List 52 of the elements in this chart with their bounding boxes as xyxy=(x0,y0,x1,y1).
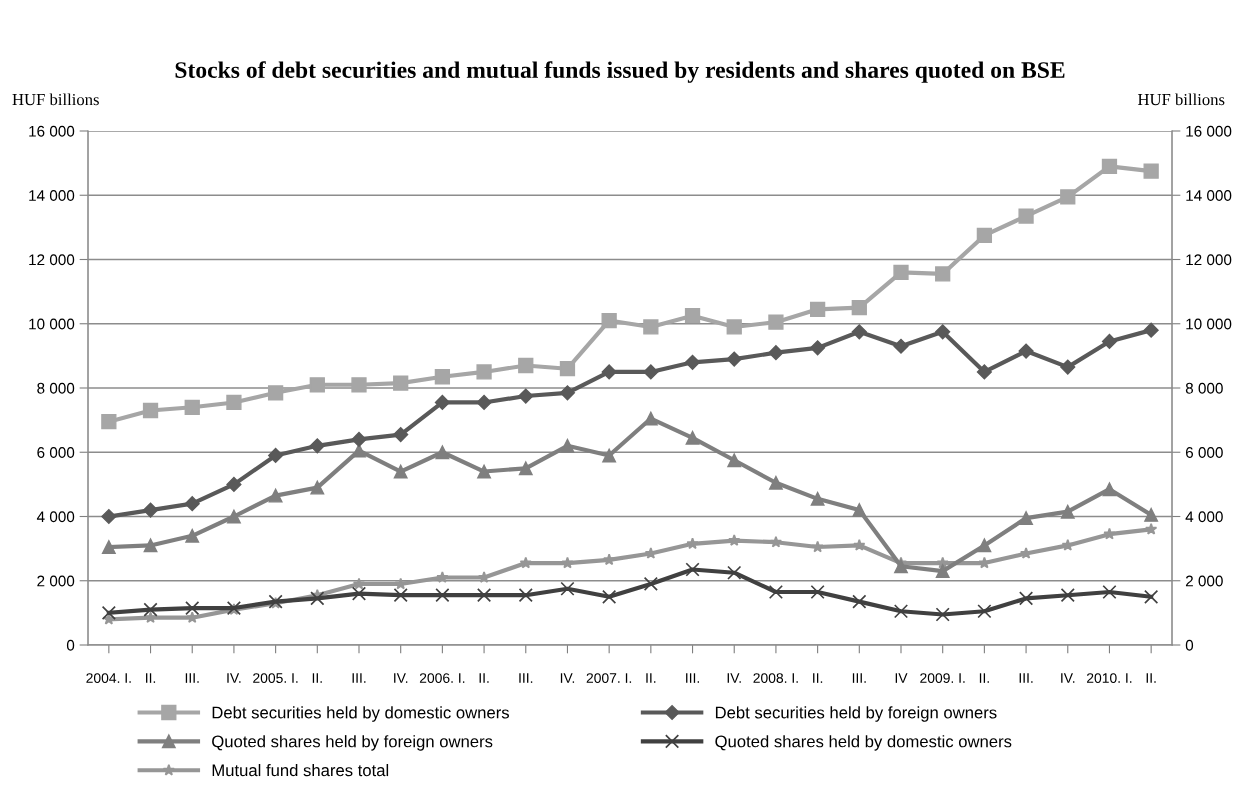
y2-tick-label: 10 000 xyxy=(1186,318,1232,330)
y-tick-label: 6 000 xyxy=(37,447,75,458)
y-tick-label: 10 000 xyxy=(29,318,75,330)
y2-tick-label: 4 000 xyxy=(1185,511,1223,523)
y2-tick-label: 14 000 xyxy=(1186,190,1232,201)
y2-tick-label: 2 000 xyxy=(1185,575,1223,587)
y-tick-label: 12 000 xyxy=(29,254,75,266)
x-tick-label: IV xyxy=(895,673,908,683)
x-tick-label: III. xyxy=(185,673,199,683)
x-tick-label: 2004. I. xyxy=(86,673,131,683)
legend-label: Debt securities held by domestic owners xyxy=(212,706,509,722)
y-tick-label: 14 000 xyxy=(29,190,75,201)
y2-axis-title: HUF billions xyxy=(1137,93,1225,106)
x-tick-label: 2007. I. xyxy=(586,673,632,683)
y2-tick-label: 16 000 xyxy=(1186,125,1232,137)
y-tick-label: 0 xyxy=(66,639,75,651)
x-tick-label: III. xyxy=(852,673,866,683)
x-tick-label: IV. xyxy=(394,673,408,683)
y-tick-label: 8 000 xyxy=(37,382,75,394)
x-tick-label: 2010. I. xyxy=(1087,673,1132,683)
y-axis-title: HUF billions xyxy=(12,93,99,106)
x-tick-label: II. xyxy=(813,673,823,683)
y2-tick-label: 6 000 xyxy=(1185,447,1223,458)
x-tick-label: IV. xyxy=(560,673,575,683)
x-tick-label: III. xyxy=(686,673,699,683)
y2-tick-label: 0 xyxy=(1185,639,1194,651)
x-tick-label: III. xyxy=(519,673,533,683)
legend-label: Mutual fund shares total xyxy=(212,764,389,777)
x-tick-label: II. xyxy=(979,673,989,683)
x-tick-label: 2006. I. xyxy=(419,673,465,683)
x-tick-label: II. xyxy=(646,673,656,683)
legend-label: Quoted shares held by domestic owners xyxy=(715,735,1012,751)
x-tick-label: III. xyxy=(352,673,366,683)
x-tick-label: 2005. I. xyxy=(253,673,298,683)
chart-title: Stocks of debt securities and mutual funds issued by residents and shares quoted on BSE xyxy=(175,61,1065,83)
x-tick-label: IV. xyxy=(1061,673,1075,683)
x-tick-label: III. xyxy=(1019,673,1033,683)
legend-label: Debt securities held by foreign owners xyxy=(715,706,997,722)
y2-tick-label: 12 000 xyxy=(1186,254,1232,266)
x-tick-label: II. xyxy=(146,673,156,683)
y2-tick-label: 8 000 xyxy=(1185,382,1223,394)
x-tick-label: IV. xyxy=(227,673,241,683)
x-tick-label: 2009. I. xyxy=(920,673,965,683)
y-tick-label: 16 000 xyxy=(29,125,75,137)
legend-label: Quoted shares held by foreign owners xyxy=(212,735,493,751)
x-tick-label: II. xyxy=(312,673,322,683)
y-tick-label: 4 000 xyxy=(36,511,75,523)
y-tick-label: 2 000 xyxy=(37,575,75,587)
x-tick-label: 2008. I. xyxy=(753,673,798,683)
x-tick-label: IV. xyxy=(727,673,741,683)
x-tick-label: II. xyxy=(1146,673,1156,683)
x-tick-label: II. xyxy=(479,673,489,683)
